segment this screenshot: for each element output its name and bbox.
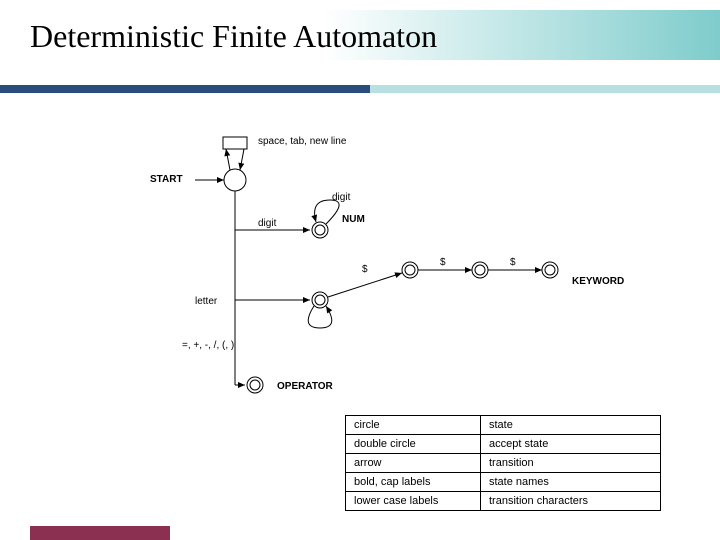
svg-text:$: $ <box>510 257 516 268</box>
table-row: arrowtransition <box>346 454 661 473</box>
bottom-accent <box>30 526 170 540</box>
table-cell: accept state <box>481 435 661 454</box>
table-row: lower case labelstransition characters <box>346 492 661 511</box>
table-cell: bold, cap labels <box>346 473 481 492</box>
svg-text:$: $ <box>362 264 368 275</box>
table-cell: transition characters <box>481 492 661 511</box>
table-cell: state <box>481 416 661 435</box>
title-bar: Deterministic Finite Automaton <box>0 0 720 65</box>
table-cell: transition <box>481 454 661 473</box>
svg-text:KEYWORD: KEYWORD <box>572 276 624 287</box>
svg-text:START: START <box>150 174 183 185</box>
table-cell: double circle <box>346 435 481 454</box>
svg-text:=, +, -, /, (, ): =, +, -, /, (, ) <box>182 340 234 351</box>
table-cell: arrow <box>346 454 481 473</box>
table-cell: state names <box>481 473 661 492</box>
table-row: bold, cap labelsstate names <box>346 473 661 492</box>
table-row: circlestate <box>346 416 661 435</box>
svg-text:$: $ <box>440 257 446 268</box>
svg-text:letter: letter <box>195 296 218 307</box>
svg-text:digit: digit <box>258 218 277 229</box>
page-title: Deterministic Finite Automaton <box>30 18 690 55</box>
table-row: double circleaccept state <box>346 435 661 454</box>
svg-text:OPERATOR: OPERATOR <box>277 381 334 392</box>
table-cell: lower case labels <box>346 492 481 511</box>
state-diagram: START space, tab, new line digit digit lette… <box>0 100 720 420</box>
svg-text:space, tab, new line: space, tab, new line <box>258 136 347 147</box>
svg-text:digit: digit <box>332 192 351 203</box>
table-cell: circle <box>346 416 481 435</box>
svg-text:NUM: NUM <box>342 214 365 225</box>
legend-table: circlestatedouble circleaccept statearro… <box>345 415 661 511</box>
underline-dark <box>0 85 370 93</box>
